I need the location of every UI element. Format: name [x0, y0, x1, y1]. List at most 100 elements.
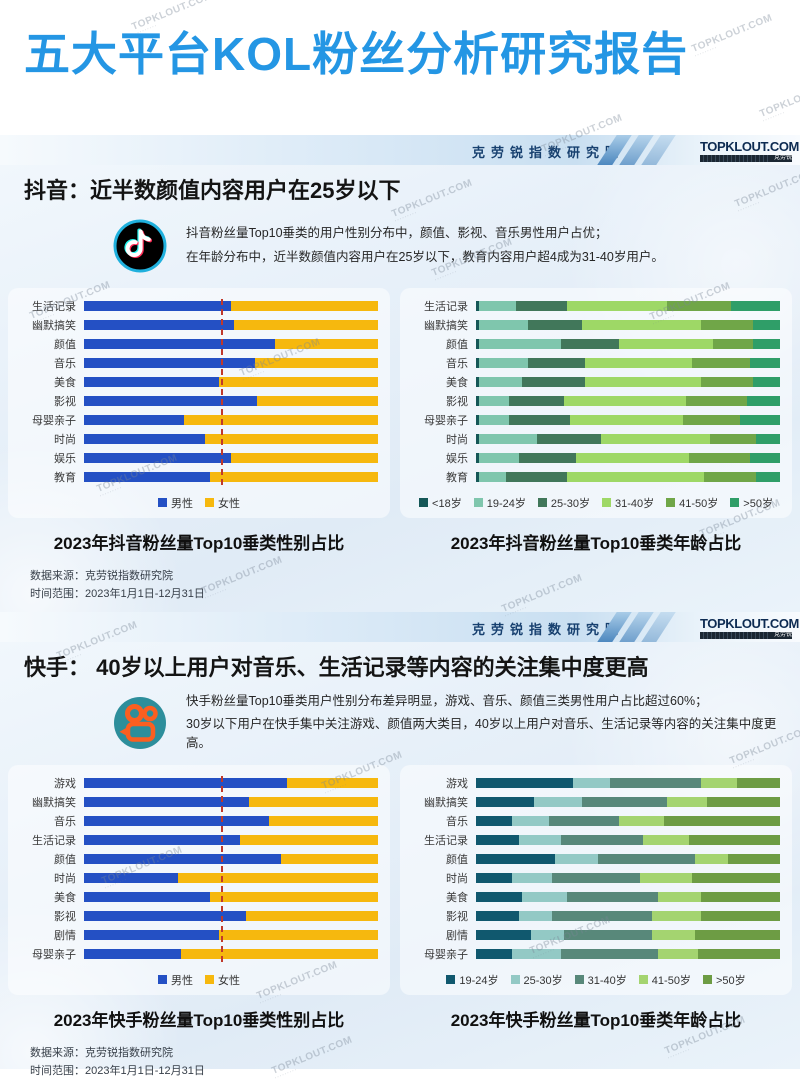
brand-strip: 克劳锐指数研究院 TOPKLOUT.COM 克劳锐: [0, 135, 800, 165]
legend-label: 31-40岁: [615, 497, 655, 510]
bar-segment: [509, 415, 571, 426]
douyin-gender-chart: 生活记录 幽默搞笑 颜值 音乐 美食 影视 母婴亲子 时尚 娱乐 教育 男性 女性: [8, 287, 390, 518]
legend-swatch: [510, 975, 520, 985]
category-label: 美食: [54, 892, 76, 905]
douyin-icon: [112, 218, 168, 274]
chart-row: 时尚: [412, 430, 780, 449]
bar-segment: [749, 358, 780, 369]
stacked-bar: [476, 949, 780, 960]
legend-swatch: [537, 498, 547, 508]
legend-swatch: [730, 498, 740, 508]
bar-segment: [564, 930, 653, 941]
category-label: 母婴亲子: [424, 949, 468, 962]
stacked-bar: [476, 377, 780, 388]
category-label: 音乐: [446, 358, 468, 371]
chart-rows: 生活记录 幽默搞笑 颜值 音乐 美食 影视 母婴亲子 时尚 娱乐 教育: [412, 297, 780, 487]
logo-suffix: 克劳锐: [770, 632, 792, 639]
bar-segment: [536, 434, 601, 445]
douyin-charts: 生活记录 幽默搞笑 颜值 音乐 美食 影视 母婴亲子 时尚 娱乐 教育 男性 女性 2023年抖音粉丝…: [0, 276, 800, 554]
description-line: 30岁以下用户在快手集中关注游戏、颜值两大类目，40岁以上用户对音乐、生活记录等…: [186, 716, 777, 751]
legend-swatch: [666, 498, 676, 508]
category-label: 颜值: [54, 854, 76, 867]
stacked-bar: [84, 339, 378, 350]
legend-label: 19-24岁: [459, 974, 499, 987]
bar-segment: [700, 892, 780, 903]
institute-name: 克劳锐指数研究院: [472, 145, 625, 160]
category-label: 时尚: [54, 434, 76, 447]
bar-segment: [512, 816, 549, 827]
chart-title: 2023年快手粉丝量Top10垂类性别占比: [53, 1010, 345, 1030]
bar-segment: [564, 396, 686, 407]
source-line: 数据来源：克劳锐指数研究院: [30, 1046, 173, 1059]
bar-segment: [476, 873, 513, 884]
bar-segment: [710, 434, 756, 445]
bar-segment: [476, 854, 556, 865]
stacked-bar: [84, 835, 378, 846]
chart-row: 颜值: [20, 335, 378, 354]
chart-row: 音乐: [20, 354, 378, 373]
bar-segment: [576, 453, 689, 464]
bar-segment: [658, 949, 698, 960]
bar-segment: [275, 339, 378, 350]
bar-segment: [567, 301, 668, 312]
bar-segment: [694, 930, 780, 941]
bar-segment: [518, 911, 552, 922]
bar-segment: [479, 358, 528, 369]
bar-segment: [476, 949, 513, 960]
bar-segment: [533, 797, 583, 808]
bar-segment: [527, 320, 583, 331]
legend-label: <18岁: [432, 497, 462, 510]
chart-row: 教育: [20, 468, 378, 487]
stacked-bar: [476, 816, 780, 827]
chart-row: 美食: [20, 888, 378, 907]
stacked-bar: [476, 472, 780, 483]
bar-segment: [476, 816, 513, 827]
bar-segment: [84, 339, 276, 350]
chart-row: 颜值: [20, 850, 378, 869]
legend-swatch: [205, 975, 214, 985]
bar-segment: [476, 911, 519, 922]
legend-label: >50岁: [715, 974, 746, 987]
bar-segment: [527, 358, 586, 369]
stacked-bar: [84, 949, 378, 960]
bar-segment: [643, 835, 689, 846]
kuaishou-charts: 游戏 幽默搞笑 音乐 生活记录 颜值 时尚 美食 影视 剧情 母婴亲子 男性 女性 2023年快手粉丝…: [0, 753, 800, 1031]
bar-segment: [231, 453, 378, 464]
legend-item: 41-50岁: [638, 972, 691, 988]
stacked-bar: [476, 301, 780, 312]
chart-row: 影视: [412, 392, 780, 411]
category-label: 影视: [54, 396, 76, 409]
chart-row: 时尚: [412, 869, 780, 888]
chart-row: 美食: [20, 373, 378, 392]
legend-item: >50岁: [702, 972, 746, 988]
stacked-bar: [476, 854, 780, 865]
bar-segment: [84, 854, 281, 865]
bar-segment: [84, 892, 211, 903]
category-label: 幽默搞笑: [32, 320, 76, 333]
bar-segment: [731, 301, 780, 312]
legend-item: 25-30岁: [537, 495, 590, 511]
source-line: 数据来源：克劳锐指数研究院: [30, 569, 173, 582]
category-label: 生活记录: [424, 835, 468, 848]
bar-segment: [210, 892, 378, 903]
bar-segment: [476, 472, 480, 483]
bar-segment: [178, 873, 378, 884]
legend-item: 男性: [158, 972, 193, 988]
bar-segment: [479, 339, 562, 350]
stacked-bar: [476, 911, 780, 922]
bar-segment: [84, 358, 255, 369]
bar-segment: [84, 797, 249, 808]
bar-segment: [479, 396, 510, 407]
logo-tagline-bar: 克劳锐: [700, 632, 792, 639]
bar-segment: [512, 873, 552, 884]
douyin-age-chart: 生活记录 幽默搞笑 颜值 音乐 美食 影视 母婴亲子 时尚 娱乐 教育 <18岁 19-24岁 25-3…: [400, 287, 792, 518]
bar-segment: [561, 339, 619, 350]
chart-row: 剧情: [20, 926, 378, 945]
bar-segment: [476, 396, 480, 407]
bar-segment: [476, 377, 480, 388]
bar-segment: [204, 434, 378, 445]
bar-segment: [479, 377, 522, 388]
kuaishou-heading: 快手： 40岁以上用户对音乐、生活记录等内容的关注集中度更高: [24, 655, 649, 680]
stacked-bar: [84, 453, 378, 464]
legend-item: 31-40岁: [602, 495, 654, 511]
